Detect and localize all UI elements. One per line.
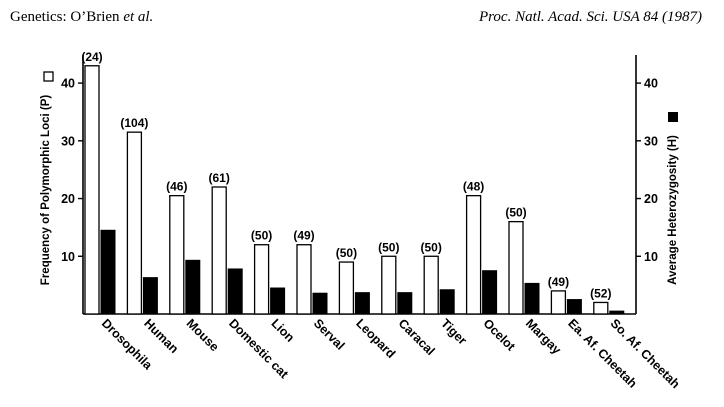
sample-size-label: (104) xyxy=(120,116,148,130)
bar-heterozygosity xyxy=(270,287,286,315)
bar-heterozygosity xyxy=(439,289,455,315)
sample-size-label: (50) xyxy=(378,240,399,254)
bar-heterozygosity xyxy=(227,268,243,315)
bar-polymorphic-loci xyxy=(508,220,524,315)
bar-heterozygosity xyxy=(482,270,498,315)
category-label: Caracal xyxy=(396,316,438,358)
bar-heterozygosity xyxy=(524,282,540,315)
category-label: Ocelot xyxy=(480,316,518,354)
bar-polymorphic-loci xyxy=(593,301,609,315)
bar-heterozygosity xyxy=(397,292,413,315)
bar-heterozygosity xyxy=(566,299,582,315)
bar-polymorphic-loci xyxy=(253,244,270,315)
sample-size-label: (50) xyxy=(251,229,272,243)
right-y-tick-label: 20 xyxy=(644,192,658,206)
right-y-axis-title: Average Heterozygosity (H) xyxy=(667,135,679,285)
sample-size-label: (61) xyxy=(209,171,230,185)
left-y-tick-label: 20 xyxy=(61,192,75,206)
sample-size-label: (49) xyxy=(548,275,569,289)
bar-heterozygosity xyxy=(185,259,201,315)
bar-polymorphic-loci xyxy=(465,195,482,315)
right-y-tick-label: 10 xyxy=(644,250,658,264)
right-y-tick-label: 40 xyxy=(644,77,658,91)
category-label: Tiger xyxy=(438,316,469,347)
sample-size-label: (50) xyxy=(505,206,526,220)
bar-polymorphic-loci xyxy=(296,244,312,315)
sample-size-label: (52) xyxy=(590,286,611,300)
sample-size-label: (49) xyxy=(293,229,314,243)
sample-size-label: (50) xyxy=(336,246,357,260)
bar-heterozygosity xyxy=(609,310,625,315)
bar-heterozygosity xyxy=(354,292,370,315)
bar-polymorphic-loci xyxy=(169,195,185,315)
category-label: Lion xyxy=(268,316,297,345)
sample-size-label: (46) xyxy=(166,180,187,194)
category-label: Leopard xyxy=(353,316,398,361)
bar-polymorphic-loci xyxy=(211,186,227,315)
category-label: Human xyxy=(141,316,181,356)
bar-polymorphic-loci xyxy=(338,261,355,315)
bar-heterozygosity xyxy=(100,229,116,315)
chart-bars xyxy=(84,65,625,315)
category-label: Mouse xyxy=(184,316,222,354)
bar-polymorphic-loci xyxy=(84,65,100,315)
bar-polymorphic-loci xyxy=(423,255,439,315)
category-label: Margay xyxy=(523,316,564,357)
legend-marker-filled-square xyxy=(668,112,678,122)
category-label: Serval xyxy=(311,316,347,352)
left-y-tick-label: 10 xyxy=(61,250,75,264)
bar-heterozygosity xyxy=(142,277,158,315)
category-label: So. Af. Cheetah xyxy=(608,316,683,391)
left-y-tick-label: 30 xyxy=(61,134,75,148)
bar-heterozygosity xyxy=(312,292,328,315)
sample-size-label: (48) xyxy=(463,180,484,194)
sample-size-label: (24) xyxy=(81,50,102,64)
legend-marker-open-square xyxy=(43,71,54,82)
bar-polymorphic-loci xyxy=(550,290,567,315)
journal-header-right: Proc. Natl. Acad. Sci. USA 84 (1987) xyxy=(478,9,702,25)
bar-polymorphic-loci xyxy=(381,255,397,315)
right-y-tick-label: 30 xyxy=(644,134,658,148)
bar-polymorphic-loci xyxy=(126,131,143,315)
sample-size-label: (50) xyxy=(421,240,442,254)
journal-header-left: Genetics: O’Brien et al. xyxy=(10,9,154,25)
left-y-axis-title: Frequency of Polymorphic Loci (P) xyxy=(40,95,52,286)
left-y-tick-label: 40 xyxy=(61,77,75,91)
